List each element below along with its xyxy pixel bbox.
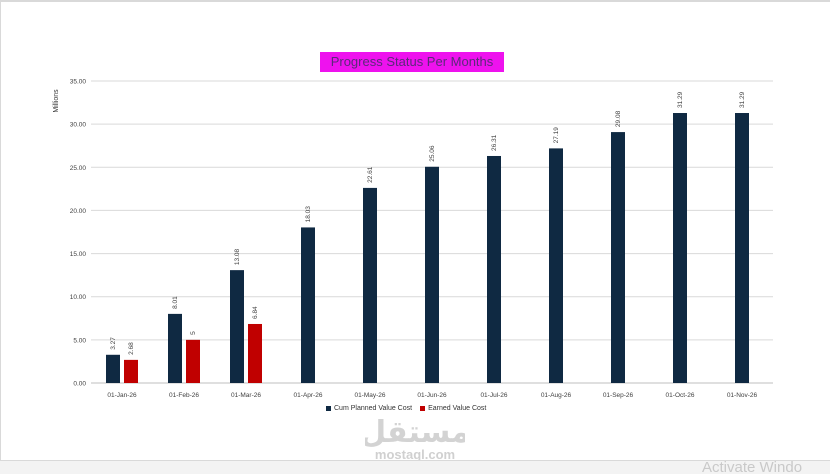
chart-title-highlight (320, 52, 504, 72)
window-bottom-bar (0, 460, 830, 474)
y-tick-label: 30.00 (70, 122, 87, 129)
y-tick-label: 20.00 (70, 208, 87, 215)
legend-item-earned: Earned Value Cost (420, 405, 486, 412)
bar-earned (186, 339, 200, 383)
chart-legend: Cum Planned Value Cost Earned Value Cost (326, 405, 486, 412)
bar-planned (106, 354, 120, 383)
data-label-earned: 6.84 (252, 306, 259, 319)
data-label-planned: 8.01 (172, 296, 179, 309)
window-left-border (0, 0, 1, 460)
bar-planned (168, 313, 182, 383)
legend-label-earned: Earned Value Cost (428, 405, 487, 412)
data-label-planned: 26.31 (491, 134, 498, 151)
y-axis-label: Millions (53, 89, 60, 113)
x-tick-label: 01-Apr-26 (294, 392, 323, 399)
x-tick-label: 01-Aug-26 (541, 392, 572, 399)
bar-planned (549, 148, 563, 383)
x-tick-label: 01-Nov-26 (727, 392, 758, 399)
bar-earned (124, 359, 138, 383)
y-tick-label: 5.00 (73, 337, 86, 344)
bar-planned (673, 113, 687, 384)
x-tick-label: 01-Oct-26 (666, 392, 695, 399)
y-tick-label: 10.00 (70, 294, 87, 301)
legend-item-planned: Cum Planned Value Cost (326, 405, 412, 412)
y-tick-label: 35.00 (70, 79, 87, 86)
window-top-border (0, 0, 830, 2)
bar-planned (735, 113, 749, 384)
y-tick-label: 0.00 (73, 381, 86, 388)
x-tick-label: 01-Jul-26 (480, 392, 507, 399)
data-label-planned: 31.29 (739, 91, 746, 108)
y-tick-label: 25.00 (70, 165, 87, 172)
activate-windows-overlay: Activate Windo (702, 459, 803, 476)
x-tick-label: 01-May-26 (354, 392, 385, 399)
bar-planned (301, 227, 315, 383)
data-label-planned: 3.27 (110, 337, 117, 350)
mostaql-logo: مستقل (365, 415, 465, 448)
data-label-planned: 13.08 (234, 248, 241, 265)
legend-label-planned: Cum Planned Value Cost (334, 405, 413, 412)
data-label-planned: 27.19 (553, 127, 560, 144)
svg-text:مستقل: مستقل (365, 415, 465, 448)
bar-planned (230, 270, 244, 383)
watermark-site: mostaql.com (374, 447, 456, 462)
bar-planned (425, 166, 439, 383)
x-tick-label: 01-Feb-26 (169, 392, 199, 399)
bar-earned (248, 323, 262, 383)
x-tick-label: 01-Jun-26 (417, 392, 447, 399)
legend-swatch-earned (420, 406, 426, 411)
x-tick-label: 01-Mar-26 (231, 392, 261, 399)
y-tick-label: 15.00 (70, 251, 87, 258)
data-label-earned: 5 (190, 331, 197, 335)
x-tick-label: 01-Jan-26 (107, 392, 137, 399)
data-label-planned: 18.03 (305, 206, 312, 223)
bar-planned (611, 132, 625, 383)
bar-planned (363, 187, 377, 383)
data-label-planned: 25.06 (429, 145, 436, 162)
data-label-earned: 2.68 (128, 342, 135, 355)
data-label-planned: 31.29 (677, 91, 684, 108)
data-label-planned: 29.08 (615, 110, 622, 127)
data-label-planned: 22.61 (367, 166, 374, 183)
bar-planned (487, 155, 501, 383)
legend-swatch-planned (326, 406, 331, 411)
x-tick-label: 01-Sep-26 (603, 392, 634, 399)
chart-title: Progress Status Per Months (330, 54, 494, 69)
